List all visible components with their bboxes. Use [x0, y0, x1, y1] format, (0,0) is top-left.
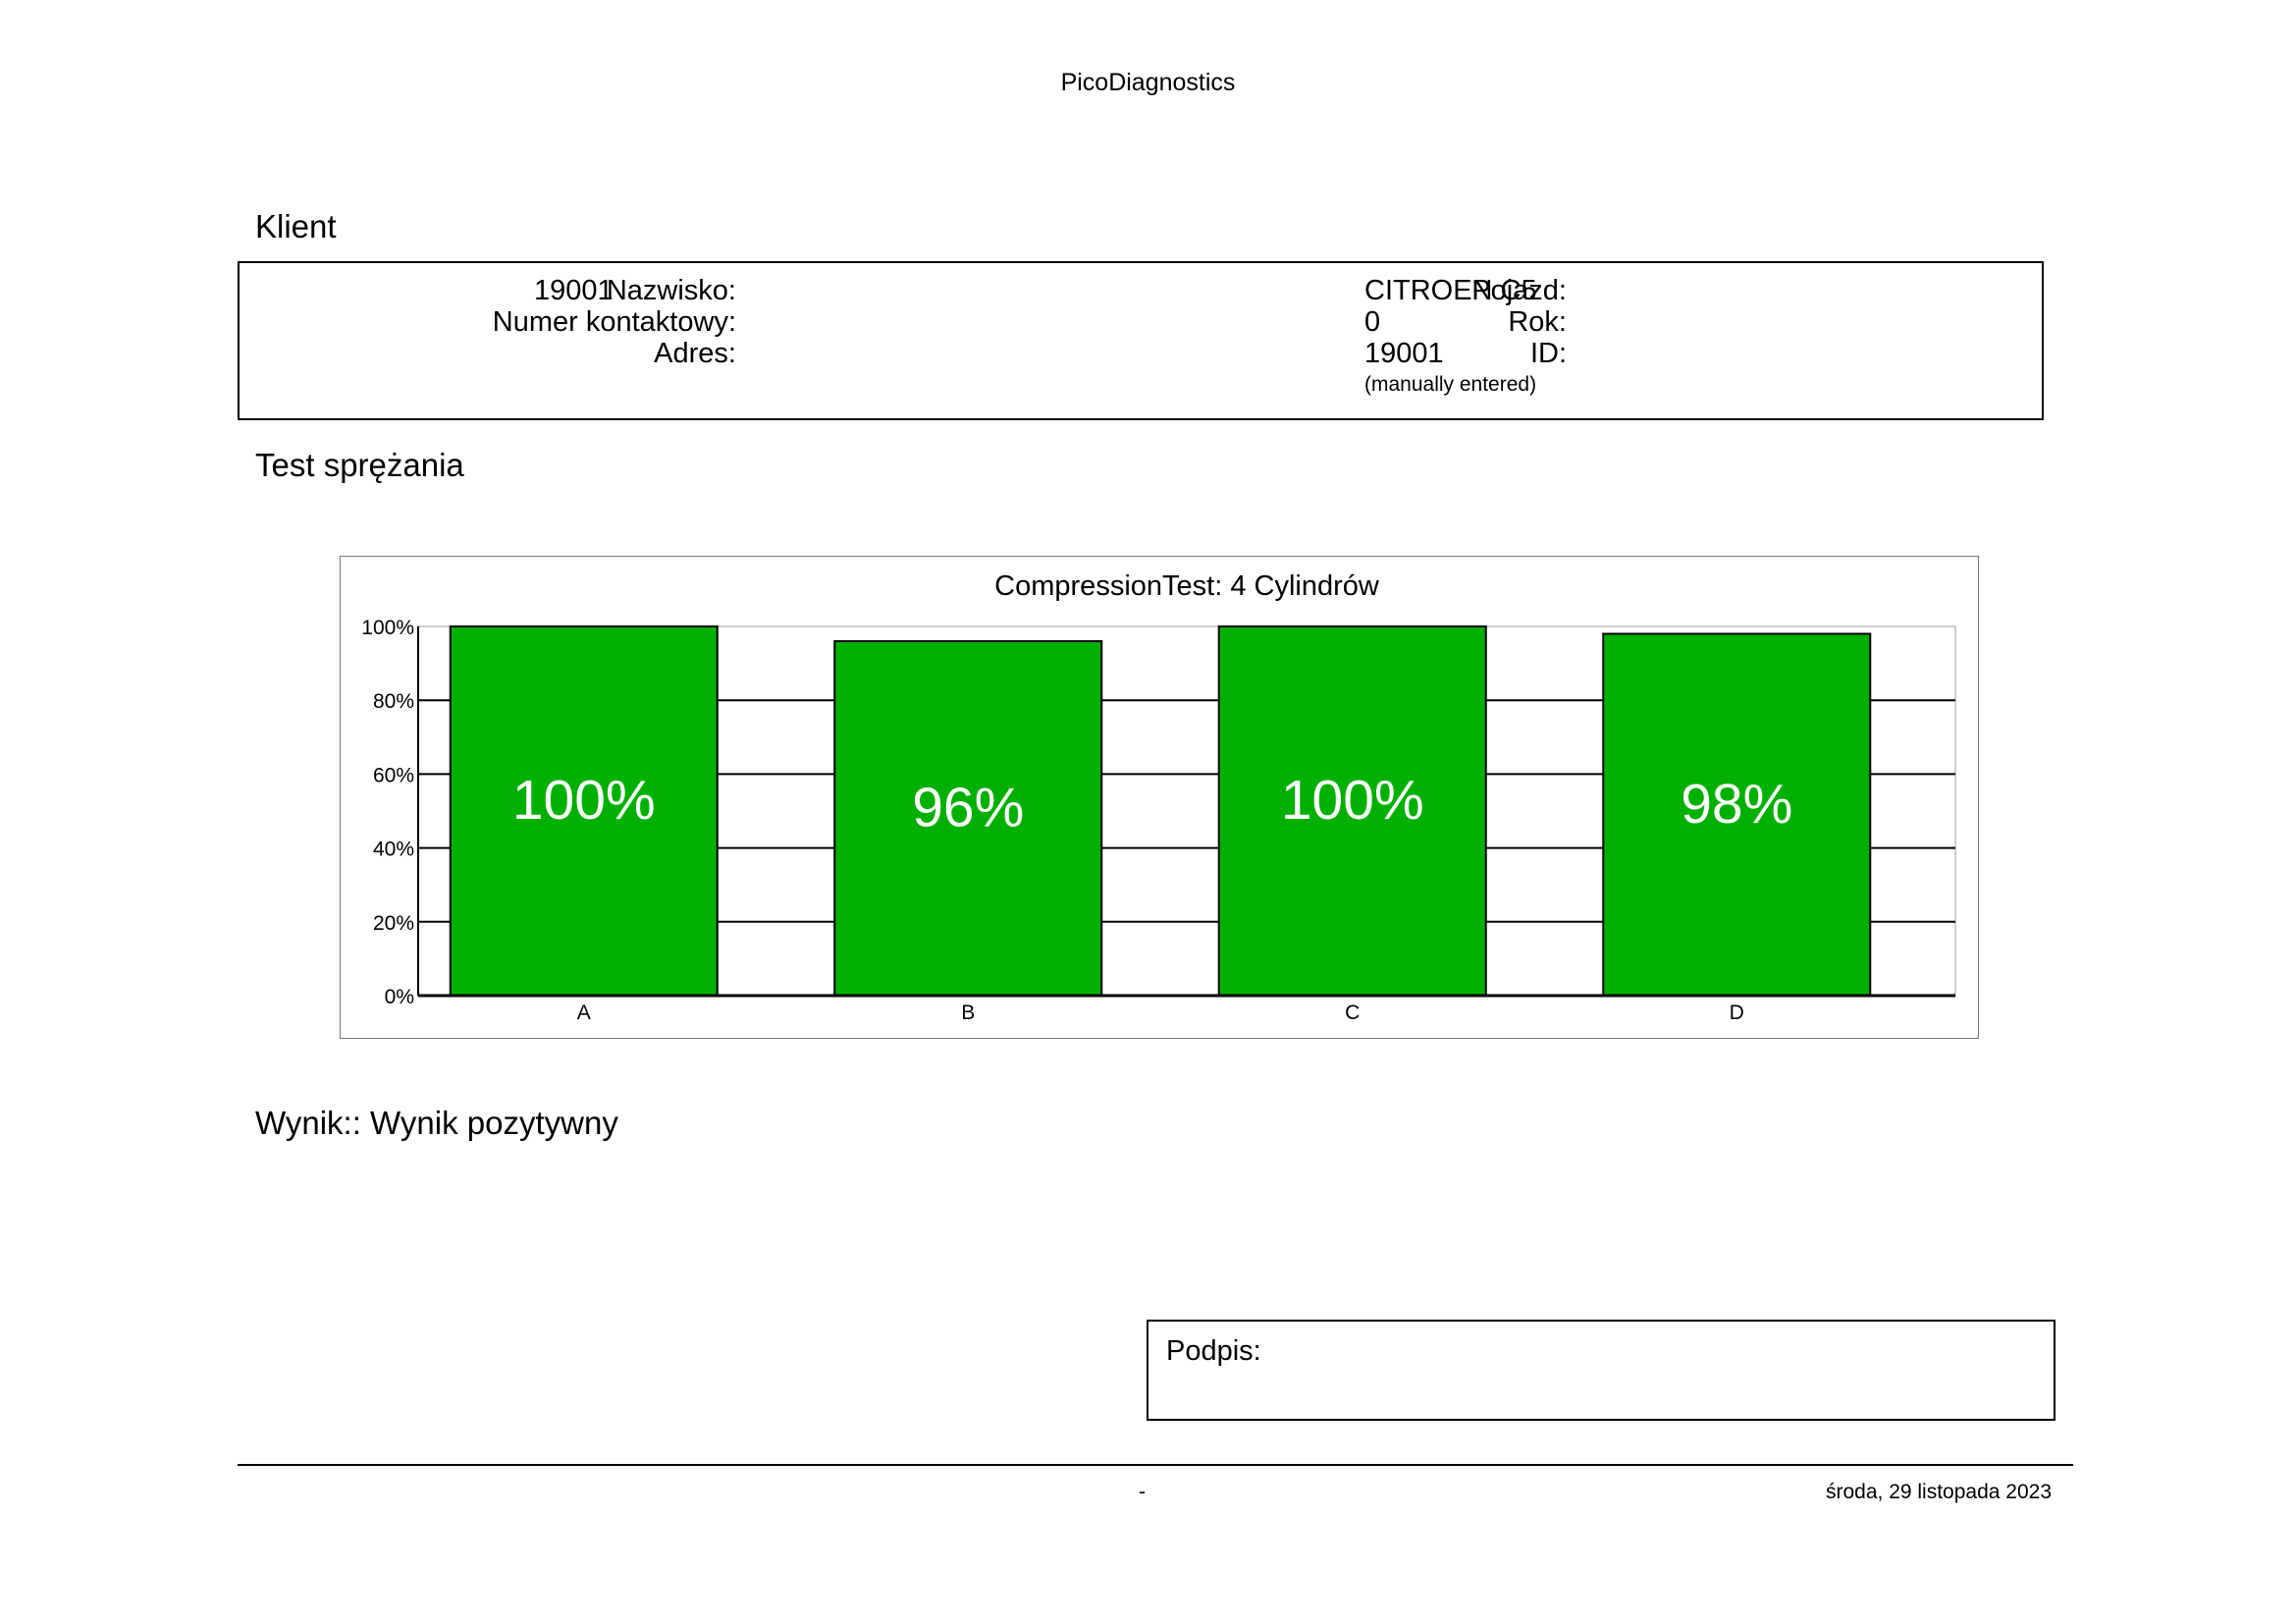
- bar-value-label: 100%: [1281, 769, 1424, 832]
- bar-d: [1602, 632, 1872, 998]
- year-value: 0: [1364, 306, 1381, 338]
- x-tick-label: D: [1730, 1001, 1744, 1024]
- y-tick-label: 40%: [373, 839, 414, 861]
- bar-c: [1217, 625, 1487, 997]
- id-value: 19001: [1364, 338, 1444, 369]
- vehicle-label: Pojazd:: [1471, 275, 1567, 306]
- contact-label: Numer kontaktowy:: [492, 306, 736, 338]
- chart-title: CompressionTest: 4 Cylindrów: [994, 570, 1380, 602]
- vehicle-value: CITROEN C5: [1364, 275, 1537, 306]
- client-info-box: Nazwisko: 19001 Numer kontaktowy: Adres:…: [238, 261, 2044, 420]
- y-tick-label: 60%: [373, 764, 414, 786]
- bar-value-label: 96%: [912, 777, 1024, 839]
- bar-value-label: 100%: [512, 769, 656, 832]
- compression-chart: CompressionTest: 4 Cylindrów 0% 20% 40% 60% 8…: [361, 570, 1956, 1024]
- surname-label: Nazwisko:: [606, 275, 736, 306]
- test-result-text: Wynik:: Wynik pozytywny: [255, 1105, 618, 1141]
- year-label: Rok:: [1508, 306, 1567, 338]
- address-label: Adres:: [654, 338, 736, 369]
- client-section-title: Klient: [255, 208, 337, 244]
- y-tick-label: 0%: [385, 986, 414, 1008]
- surname-value: 19001: [534, 275, 614, 306]
- compression-test-section-title: Test sprężania: [255, 447, 464, 483]
- signature-label: Podpis:: [1166, 1335, 1261, 1367]
- id-label: ID:: [1529, 338, 1567, 369]
- bar-b: [833, 640, 1103, 997]
- signature-box: Podpis:: [1147, 1320, 2056, 1421]
- x-tick-label: C: [1345, 1001, 1360, 1024]
- bar-value-label: 98%: [1681, 773, 1792, 836]
- y-tick-label: 100%: [361, 617, 414, 639]
- x-tick-label: B: [961, 1001, 975, 1024]
- y-tick-label: 20%: [373, 912, 414, 935]
- x-tick-label: A: [577, 1001, 591, 1024]
- id-entry-note: (manually entered): [1364, 373, 1537, 396]
- y-tick-label: 80%: [373, 690, 414, 713]
- footer-date: środa, 29 listopada 2023: [1826, 1481, 2053, 1503]
- chart-frame: [340, 556, 1979, 1039]
- report-header-title: PicoDiagnostics: [1060, 69, 1236, 96]
- footer-page-indicator: -: [1139, 1481, 1146, 1503]
- footer-divider: [238, 1464, 2073, 1466]
